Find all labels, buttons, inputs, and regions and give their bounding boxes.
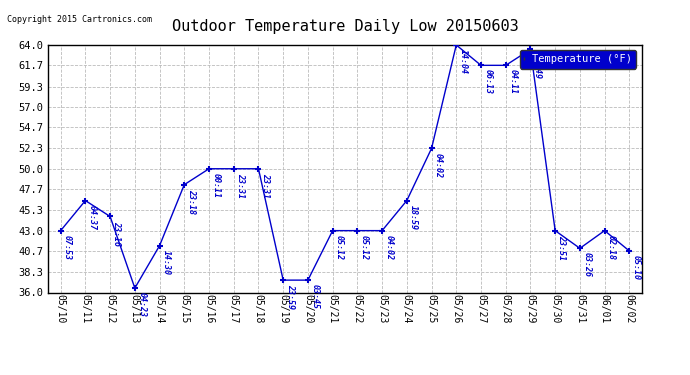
Text: 23:18: 23:18 <box>187 189 196 214</box>
Text: 14:30: 14:30 <box>162 250 171 275</box>
Text: 05:10: 05:10 <box>632 255 641 280</box>
Text: 00:11: 00:11 <box>211 173 221 198</box>
Text: 23:59: 23:59 <box>286 284 295 309</box>
Text: 04:02: 04:02 <box>384 235 393 260</box>
Legend: Temperature (°F): Temperature (°F) <box>520 50 636 69</box>
Text: 07:53: 07:53 <box>63 235 72 260</box>
Text: Copyright 2015 Cartronics.com: Copyright 2015 Cartronics.com <box>7 15 152 24</box>
Text: 23:51: 23:51 <box>558 235 566 260</box>
Text: 04:23: 04:23 <box>137 292 146 317</box>
Text: 04:11: 04:11 <box>508 69 518 94</box>
Text: 03:45: 03:45 <box>310 284 319 309</box>
Text: 05:49: 05:49 <box>533 54 542 79</box>
Text: Outdoor Temperature Daily Low 20150603: Outdoor Temperature Daily Low 20150603 <box>172 19 518 34</box>
Text: 23:31: 23:31 <box>261 173 270 198</box>
Text: 06:13: 06:13 <box>484 69 493 94</box>
Text: 05:12: 05:12 <box>335 235 344 260</box>
Text: 03:26: 03:26 <box>582 252 591 278</box>
Text: 18:59: 18:59 <box>409 205 418 230</box>
Text: 14:04: 14:04 <box>459 49 468 74</box>
Text: 04:37: 04:37 <box>88 205 97 230</box>
Text: 05:12: 05:12 <box>359 235 369 260</box>
Text: 02:18: 02:18 <box>607 235 616 260</box>
Text: 04:02: 04:02 <box>434 153 443 178</box>
Text: 23:31: 23:31 <box>236 173 245 198</box>
Text: 23:16: 23:16 <box>112 220 121 246</box>
